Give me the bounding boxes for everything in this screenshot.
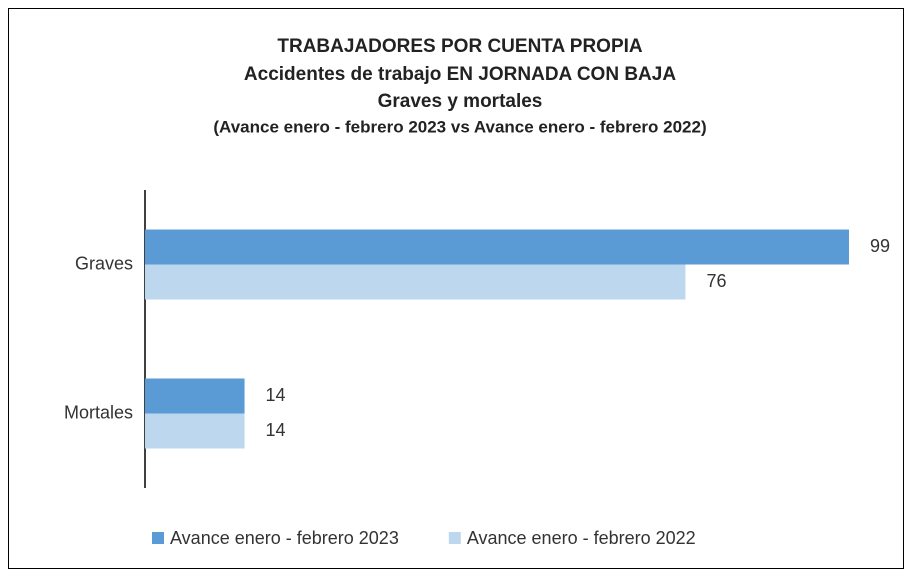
chart-title: TRABAJADORES POR CUENTA PROPIA: [277, 36, 643, 57]
chart-subtitle: Accidentes de trabajo EN JORNADA CON BAJ…: [244, 64, 676, 85]
chart-subtitle: Graves y mortales: [378, 91, 543, 112]
bar: [145, 378, 245, 414]
chart-subtitle: (Avance enero - febrero 2023 vs Avance e…: [213, 117, 706, 136]
bar: [145, 413, 245, 449]
y-tick-label: Graves: [75, 253, 133, 273]
legend-swatch: [152, 532, 164, 544]
bar: [145, 264, 686, 300]
data-label: 14: [266, 385, 286, 405]
legend-label: Avance enero - febrero 2023: [170, 528, 399, 548]
data-label: 14: [266, 420, 286, 440]
data-label: 99: [870, 236, 890, 256]
legend-swatch: [448, 532, 461, 544]
data-label: 76: [706, 271, 726, 291]
y-tick-label: Mortales: [64, 402, 133, 422]
legend-label: Avance enero - febrero 2022: [467, 528, 696, 548]
bar: [145, 229, 849, 265]
